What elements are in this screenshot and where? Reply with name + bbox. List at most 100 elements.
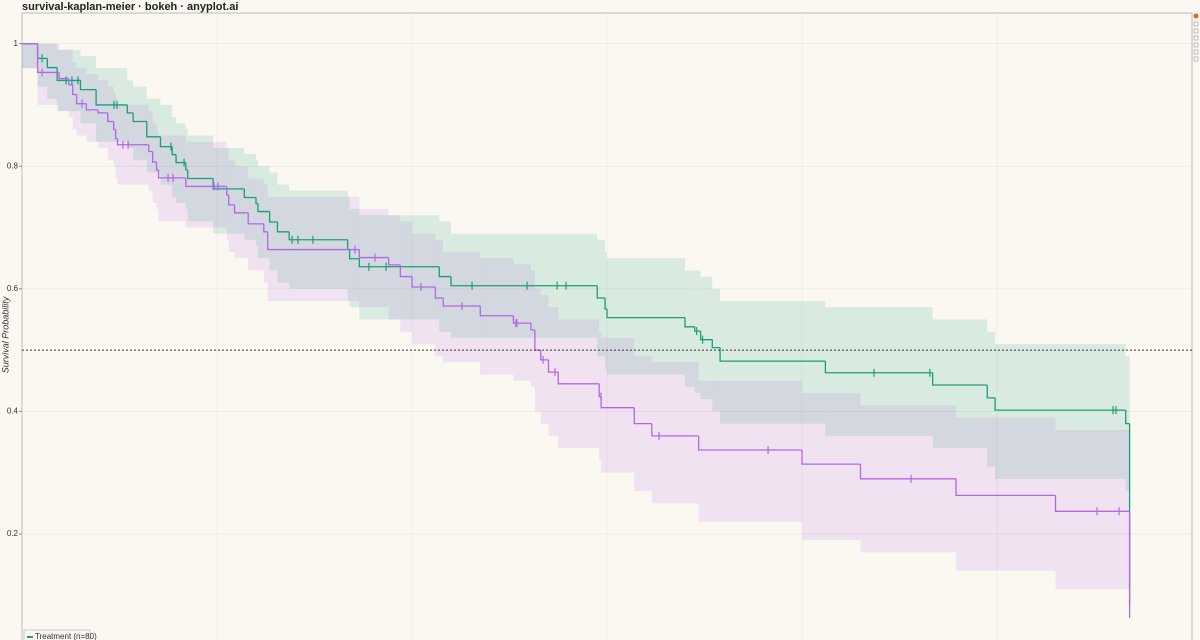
y-tick-label: 0.6	[7, 284, 19, 293]
confidence-band	[172, 117, 177, 197]
survival-step	[267, 231, 360, 251]
confidence-band	[263, 184, 268, 283]
y-tick-label: 1	[14, 39, 19, 48]
confidence-band	[605, 252, 607, 369]
confidence-band	[601, 337, 635, 473]
survival-step	[358, 258, 440, 268]
confidence-band	[956, 417, 1056, 571]
confidence-band	[22, 43, 38, 69]
confidence-band	[607, 258, 685, 375]
survival-step	[159, 136, 173, 148]
tool-wheel[interactable]	[1193, 35, 1199, 41]
survival-step	[107, 112, 114, 123]
confidence-band	[133, 86, 147, 161]
survival-step	[699, 331, 713, 341]
survival-step	[114, 129, 118, 140]
confidence-band	[213, 147, 245, 234]
survival-step	[994, 397, 1126, 411]
survival-step	[126, 104, 134, 114]
confidence-band	[98, 80, 108, 148]
confidence-band	[228, 160, 235, 253]
y-axis-label: Survival Probability	[0, 296, 10, 373]
survival-step	[146, 121, 161, 138]
survival-step	[540, 350, 549, 361]
survival-step	[442, 298, 481, 307]
y-tick-label: 0.2	[7, 529, 19, 538]
survival-step	[171, 146, 177, 156]
confidence-band	[720, 301, 826, 424]
confidence-band	[226, 147, 229, 240]
tool-help[interactable]	[1193, 56, 1199, 62]
survival-step	[348, 249, 360, 260]
confidence-band	[127, 80, 134, 148]
survival-step	[97, 109, 108, 114]
confidence-band	[107, 86, 114, 161]
survival-step	[175, 154, 186, 164]
survival-step	[955, 478, 1056, 497]
tool-zoom[interactable]	[1193, 28, 1199, 34]
survival-step	[72, 84, 77, 96]
survival-step	[185, 162, 188, 171]
survival-step	[859, 464, 957, 480]
survival-step	[148, 144, 153, 153]
confidence-band	[698, 380, 802, 522]
confidence-band	[146, 98, 161, 173]
survival-step	[399, 264, 412, 278]
legend-label: Treatment (n=80)	[35, 632, 97, 640]
confidence-band	[37, 43, 48, 87]
tool-save[interactable]	[1193, 42, 1199, 48]
survival-step	[606, 309, 685, 319]
tool-pan[interactable]	[1193, 21, 1199, 27]
confidence-band	[995, 343, 1126, 479]
confidence-band	[185, 141, 227, 228]
survival-step	[801, 450, 861, 465]
confidence-band	[72, 62, 77, 130]
survival-step	[557, 372, 600, 385]
survival-step	[711, 339, 721, 349]
survival-step	[694, 326, 701, 332]
confidence-band	[68, 49, 73, 118]
survival-step	[157, 169, 186, 179]
tool-reset[interactable]	[1193, 49, 1199, 55]
survival-step	[257, 203, 270, 213]
confidence-band	[277, 184, 290, 283]
survival-step	[226, 186, 229, 196]
survival-step	[233, 204, 249, 214]
survival-step	[1054, 495, 1130, 512]
survival-step	[986, 385, 996, 399]
confidence-band	[22, 43, 38, 69]
survival-step	[132, 112, 147, 123]
survival-step	[438, 266, 451, 278]
survival-step	[79, 80, 97, 91]
survival-step	[1125, 410, 1130, 425]
survival-step	[68, 78, 73, 86]
confidence-band	[412, 233, 436, 344]
survival-step	[185, 177, 227, 188]
survival-step	[243, 188, 256, 199]
survival-step	[479, 305, 514, 317]
survival-step	[434, 286, 444, 299]
survival-step	[824, 361, 933, 374]
confidence-band	[932, 319, 988, 449]
survival-step	[512, 315, 531, 324]
survival-step	[387, 257, 401, 266]
survival-step	[212, 178, 245, 190]
confidence-band	[825, 307, 933, 436]
survival-step	[85, 103, 99, 111]
toolbar-logo	[1193, 13, 1199, 19]
toolbar[interactable]	[1193, 13, 1199, 62]
confidence-band	[152, 123, 157, 203]
confidence-band	[802, 393, 861, 541]
survival-step	[152, 151, 157, 163]
confidence-band	[712, 288, 721, 412]
survival-step	[276, 222, 290, 233]
survival-step	[255, 197, 258, 205]
survival-step	[155, 161, 159, 171]
survival-step	[530, 323, 535, 331]
survival-step	[633, 407, 652, 425]
confidence-band	[530, 270, 535, 387]
survival-step	[684, 317, 695, 328]
survival-step	[604, 298, 607, 310]
survival-step	[932, 372, 988, 386]
